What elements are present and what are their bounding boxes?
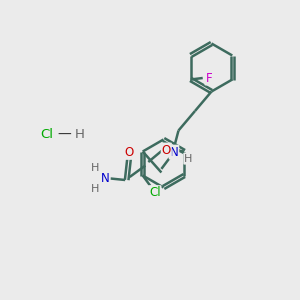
Text: O: O [162,143,171,157]
Text: Cl: Cl [149,186,161,199]
Text: H: H [75,128,84,142]
Text: F: F [206,71,212,85]
Text: —: — [58,128,71,142]
Text: N: N [169,146,178,159]
Text: H: H [90,163,99,173]
Text: N: N [101,172,110,185]
Text: Cl: Cl [40,128,53,142]
Text: O: O [124,146,134,159]
Text: H: H [184,154,193,164]
Text: H: H [90,184,99,194]
